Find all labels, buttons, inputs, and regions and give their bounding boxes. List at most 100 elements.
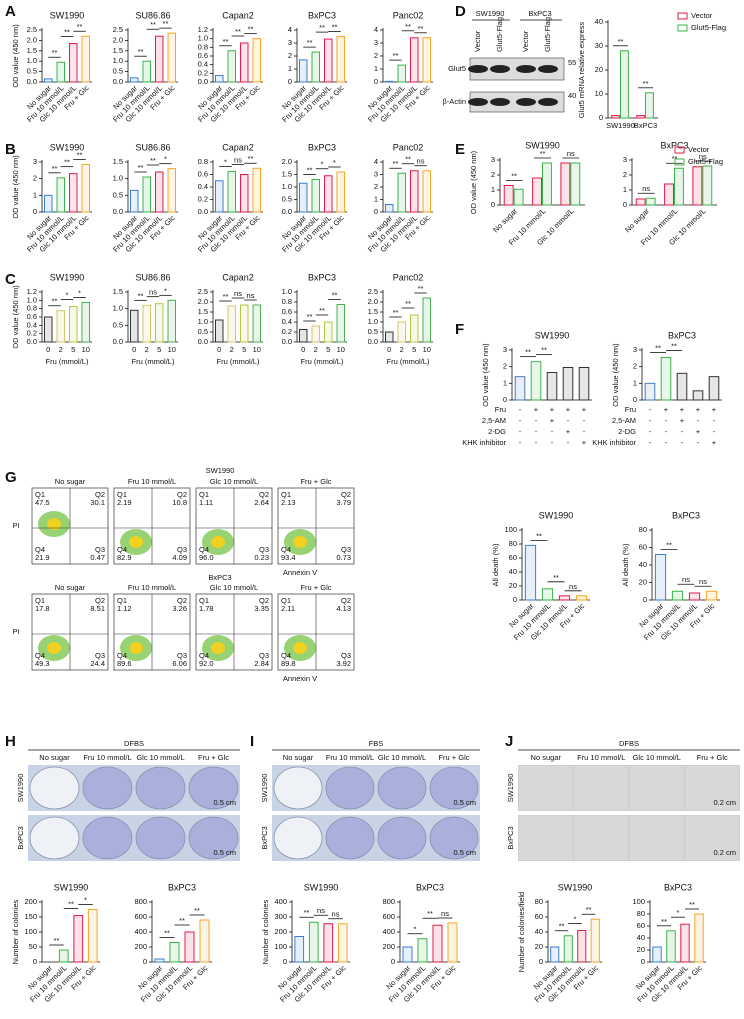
significance: * (164, 155, 167, 164)
chart-title: SW1990 (54, 882, 89, 892)
y-axis-label: OD value (450 nm) (481, 343, 490, 407)
scale-label: 0.5 cm (453, 798, 476, 807)
flow-core (129, 536, 143, 548)
y-tick-label: 0.0 (282, 207, 292, 216)
y-tick-label: 0.0 (27, 337, 37, 346)
significance: ** (666, 540, 672, 549)
flow-core (47, 518, 61, 530)
chart-title: BxPC3 (168, 882, 196, 892)
significance: ns (234, 155, 242, 164)
bar (336, 171, 345, 213)
lane-label: Glut5-Flag (543, 17, 552, 52)
quadrant-name: Q2 (95, 490, 105, 499)
y-tick-label: 0.5 (113, 67, 123, 76)
x-tick-label: 0 (132, 345, 136, 354)
colony-field (574, 816, 628, 860)
colony-well (273, 766, 323, 810)
flow-y-label: PI (12, 521, 19, 530)
significance: ** (671, 341, 677, 350)
y-tick-label: 2.0 (282, 157, 292, 166)
bar (184, 931, 195, 963)
quadrant-name: Q2 (341, 490, 351, 499)
bar (541, 588, 554, 601)
significance: ** (393, 308, 399, 317)
bar (240, 42, 249, 83)
significance: ** (643, 79, 649, 88)
y-tick-label: 0 (374, 207, 378, 216)
y-tick-label: 1.0 (282, 182, 292, 191)
quadrant-name: Q1 (199, 490, 209, 499)
condition-value: - (697, 438, 700, 447)
bar (311, 325, 320, 343)
bar (410, 170, 419, 213)
chart-title: SW1990 (558, 882, 593, 892)
scale-label: 0.2 cm (713, 798, 736, 807)
y-tick-label: 1.0 (198, 34, 208, 43)
y-tick-label: 0 (283, 957, 287, 966)
bar (252, 167, 261, 213)
y-axis-label: Number of colonies (261, 899, 270, 964)
y-tick-label: 1.0 (368, 317, 378, 326)
bar (130, 189, 139, 213)
condition-value: - (551, 438, 554, 447)
y-tick-label: 1.0 (198, 317, 208, 326)
significance: ** (163, 19, 169, 28)
bar (578, 367, 590, 401)
blot-band (516, 98, 536, 106)
y-tick-label: 100 (274, 942, 287, 951)
bar (530, 361, 542, 401)
bar (562, 367, 574, 401)
y-tick-label: 1.5 (113, 46, 123, 55)
y-tick-label: 60 (509, 553, 517, 562)
y-tick-label: 0.5 (113, 190, 123, 199)
significance: ns (234, 289, 242, 298)
colony-column-label: Fru + Glc (438, 753, 469, 762)
quadrant-name: Q4 (199, 545, 209, 554)
colony-field (685, 766, 739, 810)
significance: ns (417, 157, 425, 166)
y-tick-label: 1 (288, 64, 292, 73)
chart-title: SW1990 (535, 330, 570, 340)
y-tick-label: 2 (491, 170, 495, 179)
colony-row-label: BxPC3 (506, 826, 515, 849)
quadrant-name: Q4 (117, 651, 127, 660)
y-tick-label: 2 (288, 51, 292, 60)
x-tick-label: No sugar (491, 206, 519, 234)
quadrant-value: 0.47 (90, 553, 105, 562)
significance: ns (332, 910, 340, 919)
y-tick-label: 0.0 (198, 77, 208, 86)
significance: ** (223, 37, 229, 46)
bar (644, 382, 656, 401)
quadrant-name: Q4 (281, 545, 291, 554)
significance: * (66, 291, 69, 300)
y-tick-label: 60 (637, 921, 645, 930)
x-tick-label: No sugar (623, 206, 651, 234)
y-tick-label: 0 (33, 207, 37, 216)
y-tick-label: 1 (633, 378, 637, 387)
y-tick-label: 2.0 (368, 297, 378, 306)
flow-column-label: No sugar (55, 477, 86, 486)
chart-title: SU86.86 (135, 10, 170, 20)
panel-letter: F (455, 321, 464, 338)
bar (532, 177, 543, 206)
quadrant-name: Q2 (259, 596, 269, 605)
panel-letter: J (505, 733, 513, 750)
significance: ** (64, 28, 70, 37)
flow-column-label: Fru 10 mmol/L (128, 477, 176, 486)
quadrant-value: 89.8 (281, 659, 296, 668)
y-tick-label: 0.5 (198, 327, 208, 336)
x-tick-label: 0 (46, 345, 50, 354)
chart-title: SW1990 (539, 510, 574, 520)
condition-value: - (649, 438, 652, 447)
legend-label: Vector (691, 11, 713, 20)
scale-label: 0.5 cm (213, 848, 236, 857)
significance: * (84, 895, 87, 904)
chart-title: SW1990 (50, 272, 85, 282)
significance: ** (77, 150, 83, 159)
bar (81, 164, 90, 213)
y-tick-label: 80 (535, 897, 543, 906)
y-axis-label: OD value (450 nm) (11, 285, 20, 349)
y-tick-label: 2 (374, 182, 378, 191)
quadrant-value: 89.6 (117, 659, 132, 668)
x-tick-label: 2 (314, 345, 318, 354)
